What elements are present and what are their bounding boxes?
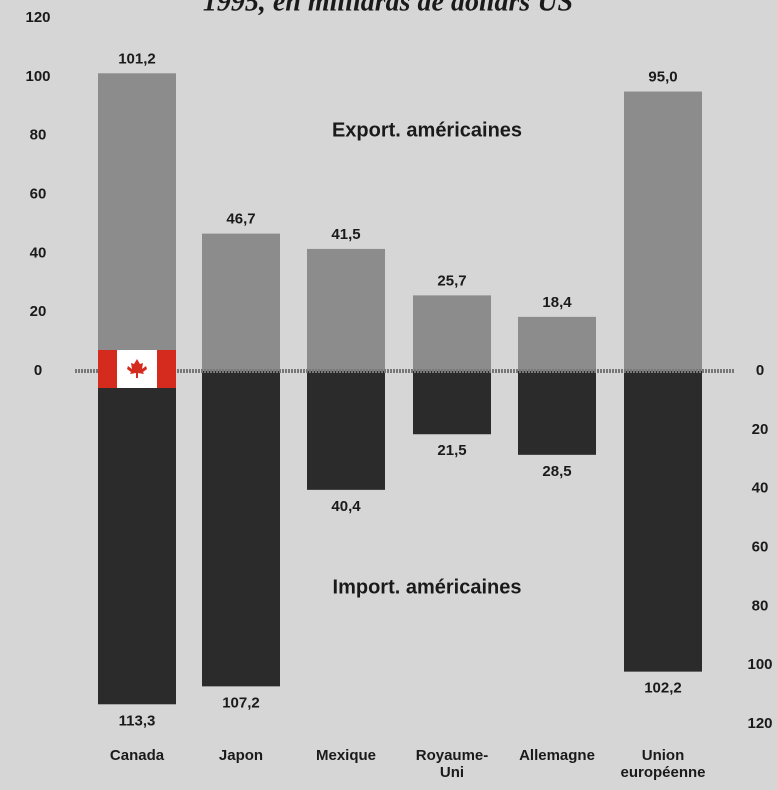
value-label: 40,4 xyxy=(331,498,361,515)
y2-tick-label: 20 xyxy=(752,421,769,438)
y-tick-label: 80 xyxy=(30,127,47,144)
value-label: 46,7 xyxy=(226,211,255,228)
y-tick-label: 100 xyxy=(25,68,50,85)
value-label: 102,2 xyxy=(644,680,682,697)
bar xyxy=(624,91,702,372)
bar xyxy=(202,371,280,687)
y2-tick-label: 0 xyxy=(756,362,764,379)
x-tick-label: Union européenne xyxy=(620,747,706,781)
y2-tick-label: 80 xyxy=(752,597,769,614)
value-label: 113,3 xyxy=(119,712,156,729)
x-tick-label: Canada xyxy=(109,747,165,764)
bar xyxy=(202,233,280,371)
value-label: 28,5 xyxy=(542,463,571,480)
value-label: 95,0 xyxy=(648,69,677,86)
value-label: 41,5 xyxy=(331,226,360,243)
bar xyxy=(413,295,491,371)
y-tick-label: 20 xyxy=(30,303,47,320)
flag xyxy=(157,350,176,388)
series-label: Export. américaines xyxy=(332,119,522,141)
flag xyxy=(98,350,117,388)
bar xyxy=(413,371,491,435)
y2-tick-label: 120 xyxy=(747,715,772,732)
bar xyxy=(98,371,176,705)
value-label: 101,2 xyxy=(118,50,156,67)
bar xyxy=(518,316,596,371)
value-label: 107,2 xyxy=(222,694,260,711)
x-tick-label: Royaume-Uni xyxy=(415,747,489,781)
bar xyxy=(98,73,176,371)
bar xyxy=(624,371,702,672)
flag xyxy=(127,359,147,378)
y-tick-label: 120 xyxy=(25,9,50,26)
value-label: 25,7 xyxy=(437,272,466,289)
y-tick-label: 0 xyxy=(34,362,42,379)
y2-tick-label: 60 xyxy=(752,538,769,555)
y-tick-label: 40 xyxy=(30,244,47,261)
chart-title: 1995, en milliards de dollars US xyxy=(203,0,573,17)
bar xyxy=(307,371,385,490)
y-tick-label: 60 xyxy=(30,185,47,202)
bar xyxy=(518,371,596,455)
x-tick-label: Allemagne xyxy=(519,747,595,764)
y2-tick-label: 40 xyxy=(752,480,769,497)
x-tick-label: Japon xyxy=(218,747,264,764)
series-label: Import. américaines xyxy=(333,576,522,598)
y2-tick-label: 100 xyxy=(747,656,772,673)
value-label: 21,5 xyxy=(437,442,466,459)
bar xyxy=(307,248,385,371)
value-label: 18,4 xyxy=(542,294,572,311)
x-tick-label: Mexique xyxy=(315,747,376,764)
